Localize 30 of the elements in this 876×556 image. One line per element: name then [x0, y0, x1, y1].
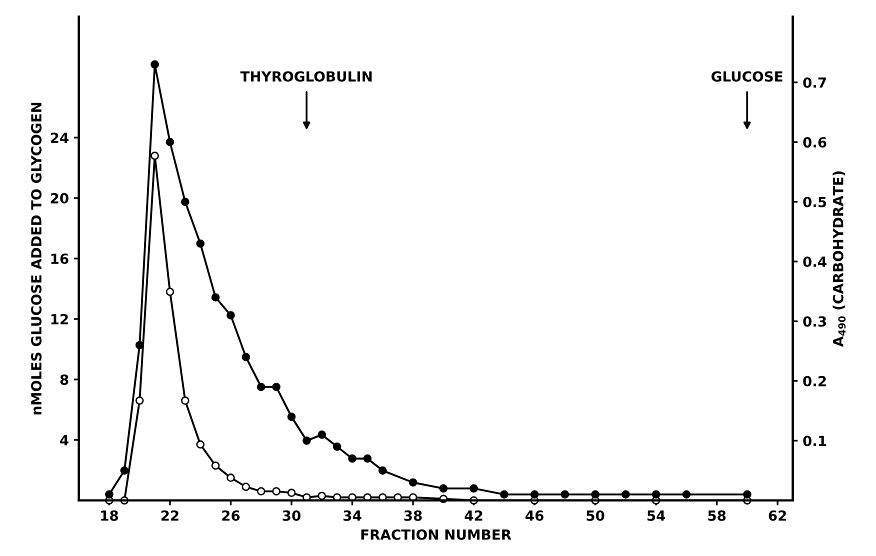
x-tick-label: 34: [344, 510, 362, 521]
y-tick-label: 12: [51, 314, 68, 324]
y2-tick-label: 0.4: [803, 256, 826, 267]
y-tick-label: 16: [51, 254, 68, 264]
x-tick-label: 18: [101, 510, 118, 521]
x-tick-label: 30: [282, 510, 301, 521]
x-tick-label: 54: [647, 510, 666, 521]
annotation: GLUCOSE: [712, 71, 782, 82]
y-tick-label: 4: [60, 435, 68, 446]
x-tick-label: 50: [586, 510, 604, 521]
y2-tick-label: 0.2: [803, 376, 826, 386]
x-tick-label: 26: [222, 510, 240, 521]
y-tick-label: 20: [50, 193, 68, 204]
y-tick-label: 8: [60, 374, 68, 385]
y-tick-label: 24: [50, 132, 68, 143]
x-tick-label: 46: [526, 510, 544, 521]
y2-axis-title: A$_{490}$ (CARBOHYDRATE): [832, 171, 846, 347]
x-tick-label: 62: [768, 510, 786, 521]
y2-tick-label: 0.3: [803, 316, 826, 327]
y2-tick-label: 0.7: [803, 77, 826, 88]
x-tick-label: 42: [464, 510, 482, 521]
y2-tick-label: 0.5: [803, 196, 826, 208]
y-axis-title: nMOLES GLUCOSE ADDED TO GLYCOGEN: [31, 102, 42, 414]
y2-tick-label: 0.1: [803, 436, 826, 446]
y2-tick-label: 0.6: [803, 137, 826, 148]
x-axis-title: FRACTION NUMBER: [361, 529, 512, 540]
annotation: THYROGLOBULIN: [240, 71, 372, 82]
x-tick-label: 58: [708, 510, 726, 521]
x-tick-label: 38: [404, 510, 422, 521]
x-tick-label: 22: [161, 510, 178, 521]
